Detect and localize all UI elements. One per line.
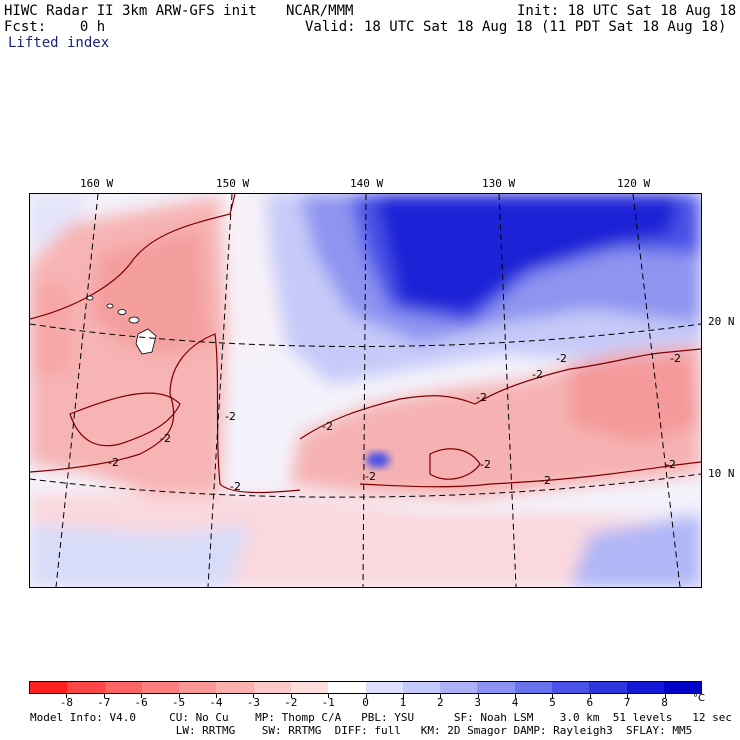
colorbar-unit: °C: [693, 693, 705, 704]
colorbar-tick-label: 3: [474, 696, 481, 709]
colorbar-tick-mark: [515, 694, 517, 698]
hawaii-islands: [86, 295, 157, 355]
colorbar-segment: [290, 682, 329, 693]
lat-label-20n: 20 N: [708, 315, 735, 328]
forecast-hour: Fcst: 0 h: [4, 19, 106, 35]
contour-label: -2: [670, 352, 681, 365]
field-name: Lifted index: [8, 35, 110, 51]
colorbar-tick-mark: [440, 694, 442, 698]
colorbar-tick-mark: [328, 694, 330, 698]
colorbar-segment: [365, 682, 403, 693]
colorbar-tick-label: 7: [623, 696, 631, 709]
model-title: HIWC Radar II 3km ARW-GFS init: [4, 3, 257, 19]
colorbar-segment: [328, 682, 366, 693]
colorbar-tick-label: 0: [362, 696, 369, 709]
colorbar-tick-label: 1: [399, 696, 407, 709]
contour-label: -2: [556, 352, 567, 365]
colorbar-tick-label: -4: [209, 696, 223, 709]
model-info-line1: Model Info: V4.0 CU: No Cu MP: Thomp C/A…: [30, 711, 732, 724]
colorbar-segment: [477, 682, 515, 693]
colorbar-tick-mark: [215, 694, 217, 698]
colorbar-segment: [440, 682, 478, 693]
contour-label: -2: [480, 458, 491, 471]
colorbar-tick-mark: [66, 694, 68, 698]
map-canvas: -2 -2 -2 -2 -2 -2 -2 -2 -2 -2 -2 -2 -2: [30, 194, 701, 587]
lat-label-10n: 10 N: [708, 467, 735, 480]
colorbar-tick-mark: [253, 694, 255, 698]
colorbar-tick-label: 5: [549, 696, 556, 709]
contour-label: -2: [532, 368, 543, 381]
colorbar-segment: [216, 682, 254, 693]
colorbar-segment: [179, 682, 217, 693]
colorbar-tick-mark: [103, 694, 105, 698]
contour-label: -2: [476, 391, 487, 404]
contour-label: -2: [230, 480, 241, 493]
graticule: [30, 194, 701, 587]
contour-label: -2: [365, 470, 376, 483]
colorbar-tick-label: 2: [436, 696, 444, 709]
colorbar-tick-label: -5: [171, 696, 186, 709]
model-info-line2: LW: RRTMG SW: RRTMG DIFF: full KM: 2D Sm…: [30, 724, 693, 737]
colorbar-segment: [589, 682, 627, 693]
colorbar-segment: [67, 682, 105, 693]
contour-label: -2: [160, 432, 171, 445]
colorbar-tick-label: 8: [661, 696, 668, 709]
colorbar-tick-mark: [141, 694, 143, 698]
colorbar-segment: [141, 682, 180, 693]
colorbar-tick-label: -7: [97, 696, 111, 709]
colorbar-tick-mark: [552, 694, 554, 698]
lon-label-150w: 150 W: [216, 177, 250, 190]
colorbar-tick-mark: [664, 694, 666, 698]
valid-time: Valid: 18 UTC Sat 18 Aug 18 (11 PDT Sat …: [305, 19, 727, 35]
colorbar-segment: [104, 682, 142, 693]
lon-label-160w: 160 W: [80, 177, 114, 190]
colorbar-tick-label: -8: [59, 696, 73, 709]
colorbar-tick-mark: [627, 694, 629, 698]
colorbar-tick-mark: [178, 694, 180, 698]
colorbar-tick-mark: [477, 694, 479, 698]
colorbar-segment: [253, 682, 291, 693]
colorbar-segment: [30, 682, 68, 693]
colorbar-tick-mark: [589, 694, 591, 698]
colorbar-tick-label: -2: [284, 696, 298, 709]
lon-label-130w: 130 W: [482, 177, 516, 190]
lifted-index-map: -2 -2 -2 -2 -2 -2 -2 -2 -2 -2 -2 -2 -2: [29, 193, 702, 588]
colorbar-tick-mark: [402, 694, 404, 698]
init-time: Init: 18 UTC Sat 18 Aug 18: [517, 3, 737, 19]
colorbar-segment: [551, 682, 590, 693]
colorbar-tick-label: -6: [134, 696, 148, 709]
colorbar-segment: [402, 682, 441, 693]
contour-label: -2: [665, 458, 676, 471]
colorbar-segment: [514, 682, 552, 693]
colorbar-tick-label: -3: [246, 696, 260, 709]
contour-label: -2: [540, 474, 551, 487]
contour-label: -2: [322, 420, 333, 433]
contour-label: -2: [225, 410, 236, 423]
lon-label-120w: 120 W: [617, 177, 651, 190]
colorbar-tick-label: -1: [321, 696, 335, 709]
colorbar-tick-mark: [290, 694, 292, 698]
colorbar-tick-label: 4: [511, 696, 519, 709]
colorbar-segment: [663, 682, 702, 693]
contour-label: -2: [108, 456, 119, 469]
colorbar-tick-mark: [365, 694, 367, 698]
colorbar-segment: [626, 682, 664, 693]
colorbar: [29, 681, 702, 694]
organization-label: NCAR/MMM: [286, 3, 354, 19]
colorbar-tick-label: 6: [586, 696, 594, 709]
lon-label-140w: 140 W: [350, 177, 384, 190]
contour-labels: -2 -2 -2 -2 -2 -2 -2 -2 -2 -2 -2 -2 -2: [108, 352, 681, 493]
